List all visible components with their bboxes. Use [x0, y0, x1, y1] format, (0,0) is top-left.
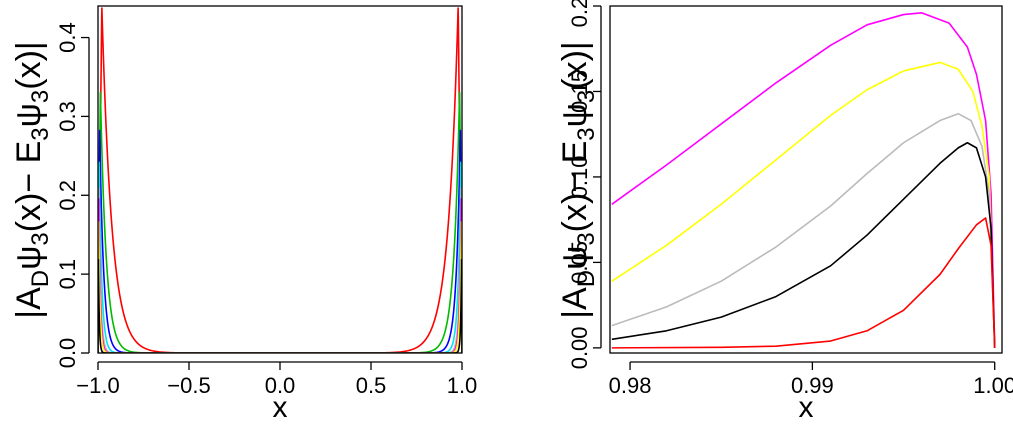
y-tick-label: 0.4	[55, 22, 80, 53]
series-line-2	[98, 129, 462, 353]
y-tick-label: 0.0	[55, 338, 80, 369]
series-line-4	[98, 186, 462, 353]
y-tick-label: 0.15	[567, 70, 592, 113]
right-plot-panel: 0.98 0.99 1.00 0.00 0.05 0.10 0.15 0.20 x |ADψ3(x…	[556, 0, 1013, 424]
y-tick-label: 0.2	[55, 180, 80, 211]
x-tick-label: 1.00	[973, 373, 1013, 398]
x-tick-label: 0.0	[265, 373, 296, 398]
y-tick-label: 0.05	[567, 241, 592, 284]
x-tick-label: 0.98	[609, 373, 652, 398]
y-axis-label: |ADψ3(x)− E3ψ3(x)|	[556, 41, 600, 319]
x-tick-label: 0.99	[791, 373, 834, 398]
series-line-7	[98, 258, 462, 353]
y-tick-label: 0.1	[55, 259, 80, 290]
series-line-4	[611, 217, 996, 349]
series-group	[611, 12, 996, 349]
series-line-6	[98, 220, 462, 353]
x-axis-label: x	[273, 391, 288, 421]
series-line-1	[98, 91, 462, 353]
series-line-1	[611, 61, 996, 348]
y-tick-label: 0.20	[567, 0, 592, 27]
series-line-3	[611, 141, 996, 348]
series-line-2	[611, 112, 996, 348]
x-axis-label: x	[799, 391, 814, 421]
y-tick-label: 0.3	[55, 101, 80, 132]
series-line-3	[98, 161, 462, 353]
x-tick-label: 1.0	[447, 373, 478, 398]
y-tick-label: 0.00	[567, 326, 592, 369]
series-line-0	[98, 7, 462, 353]
plot-frame	[609, 5, 1003, 354]
series-line-0	[611, 12, 996, 348]
series-group	[98, 7, 462, 353]
series-line-5	[98, 198, 462, 353]
x-tick-label: −0.5	[167, 373, 210, 398]
x-tick-label: −1.0	[76, 373, 119, 398]
x-tick-label: 0.5	[356, 373, 387, 398]
y-tick-label: 0.10	[567, 156, 592, 199]
plot-frame	[97, 5, 463, 354]
y-axis-label: |ADψ3(x)− E3ψ3(x)|	[10, 41, 54, 319]
left-plot-panel: −1.0 −0.5 0.0 0.5 1.0 0.0 0.1 0.2 0.3 0.4 x |ADψ3(x…	[10, 5, 478, 424]
